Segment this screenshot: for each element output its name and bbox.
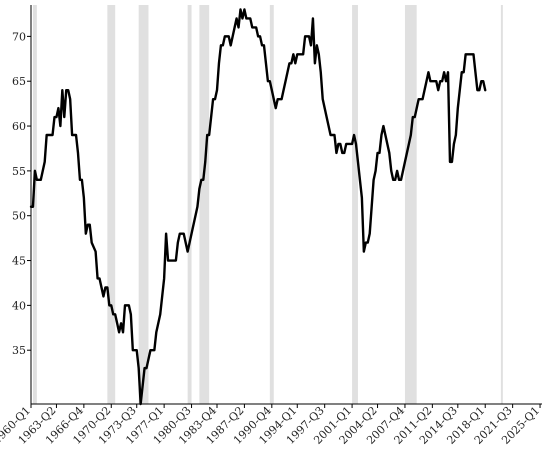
recession-band xyxy=(107,5,116,404)
y-tick-label: 60 xyxy=(12,120,26,133)
recession-band xyxy=(269,5,274,404)
y-tick-label: 35 xyxy=(12,344,26,357)
recession-band xyxy=(404,5,417,404)
y-tick-label: 45 xyxy=(12,255,26,268)
axes xyxy=(30,5,542,405)
y-axis-ticks: 35 40 45 50 55 60 65 70 xyxy=(12,30,31,357)
recession-bands xyxy=(32,5,503,404)
recession-band xyxy=(32,5,37,404)
y-tick-label: 50 xyxy=(12,210,26,223)
series-lines xyxy=(29,8,487,406)
y-tick-label: 65 xyxy=(12,75,26,88)
recession-band xyxy=(352,5,358,404)
y-tick-label: 70 xyxy=(12,30,26,43)
recession-band xyxy=(138,5,149,404)
series-line xyxy=(29,8,487,406)
y-tick-label: 55 xyxy=(12,165,26,178)
x-axis-ticks: 1960-Q11963-Q21966-Q41970-Q21973-Q31977-… xyxy=(0,404,542,447)
recession-band xyxy=(500,5,503,404)
recession-band xyxy=(187,5,192,404)
recession-band xyxy=(199,5,210,404)
y-tick-label: 40 xyxy=(12,299,26,312)
